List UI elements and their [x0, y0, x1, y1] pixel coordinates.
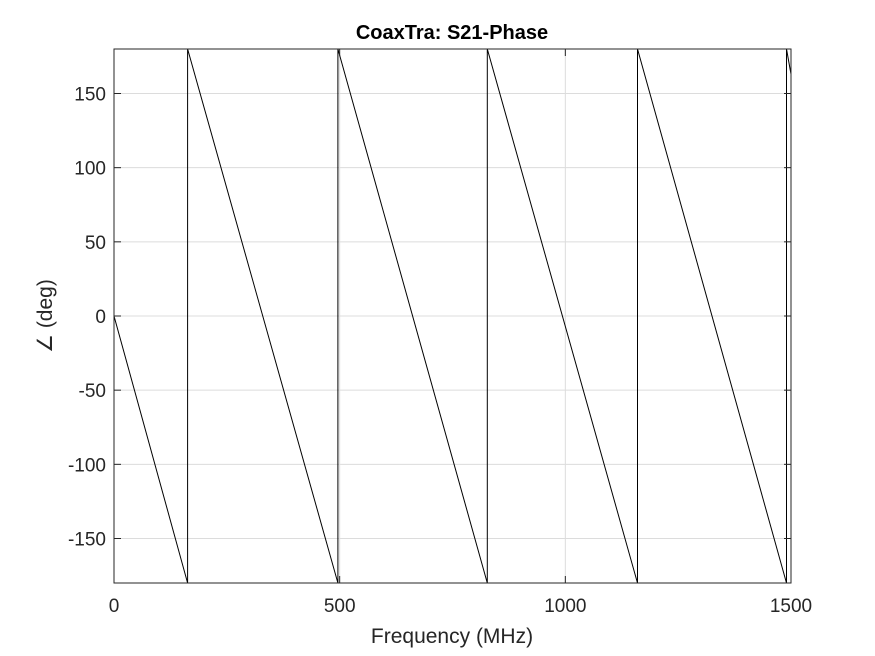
x-tick-label: 0 — [109, 596, 120, 617]
x-tick-label: 1500 — [770, 596, 812, 617]
y-tick-label: 0 — [95, 307, 106, 328]
grid — [114, 49, 791, 583]
x-tick-labels: 0 500 1000 1500 — [109, 596, 812, 617]
y-tick-label: 100 — [74, 159, 106, 180]
y-tick-label: -150 — [68, 530, 106, 551]
y-tick-label: 50 — [85, 233, 106, 254]
y-axis-label: ∠ (deg) — [34, 279, 57, 353]
chart-title: CoaxTra: S21-Phase — [356, 22, 548, 44]
x-tick-label: 500 — [324, 596, 356, 617]
y-tick-labels: 150 100 50 0 -50 -100 -150 — [68, 85, 106, 551]
x-axis-label: Frequency (MHz) — [371, 625, 533, 648]
phase-series-line-0 — [113, 48, 792, 584]
y-tick-label: -50 — [79, 381, 106, 402]
y-tick-label: -100 — [68, 455, 106, 476]
ticks — [113, 49, 792, 583]
series-layer — [113, 48, 792, 584]
y-tick-label: 150 — [74, 85, 106, 106]
x-tick-label: 1000 — [544, 596, 586, 617]
